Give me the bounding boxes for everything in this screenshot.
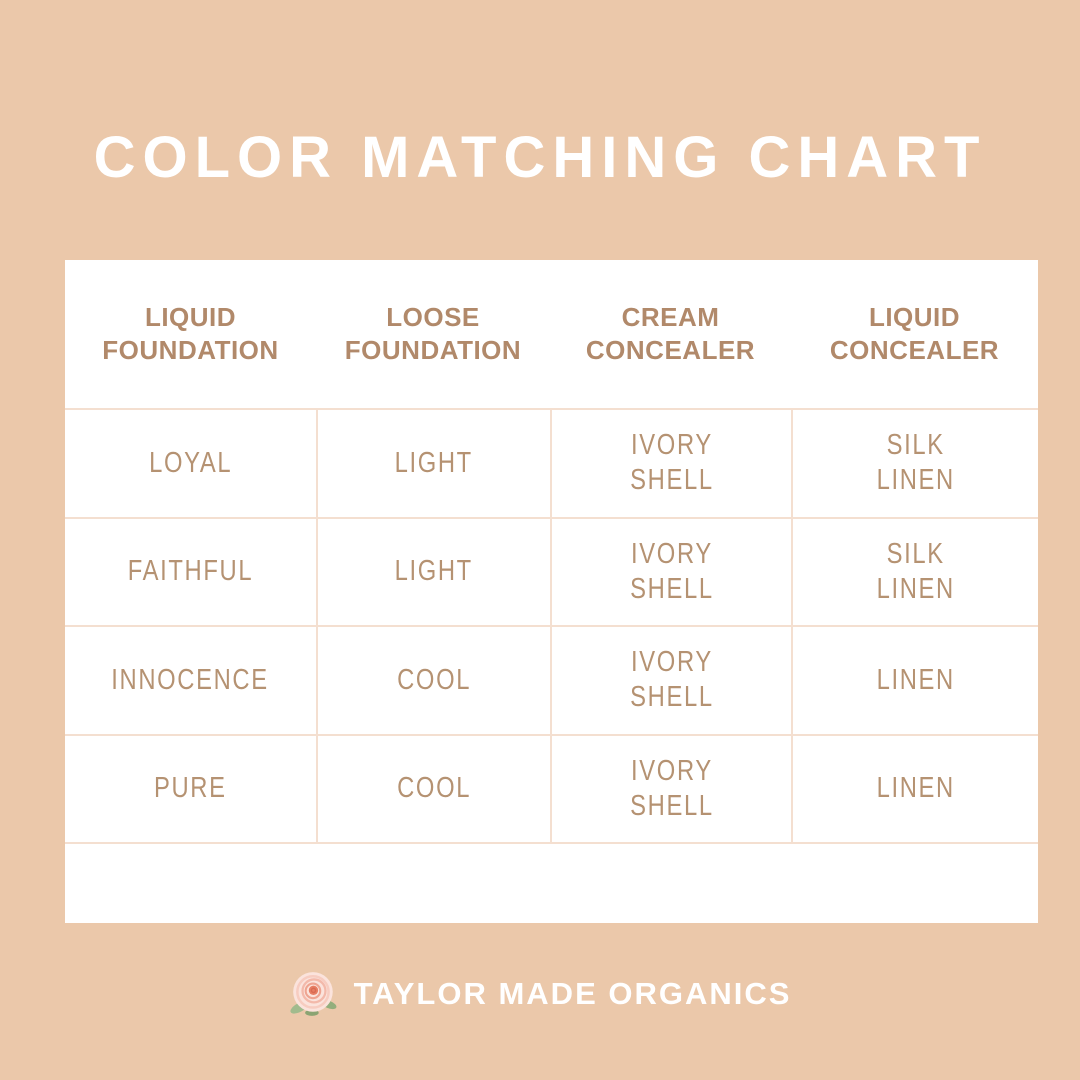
table-cell: SILK LINEN [791, 516, 1038, 625]
table-empty-row [65, 842, 1038, 923]
table-cell-text: IVORY SHELL [629, 646, 714, 714]
table-cell: LOYAL [65, 408, 316, 517]
table-cell-text: IVORY SHELL [629, 537, 714, 605]
table-cell-text: SILK LINEN [876, 537, 955, 605]
table-cell: LINEN [791, 625, 1038, 734]
table-cell: IVORY SHELL [550, 408, 791, 517]
column-header: CREAM CONCEALER [585, 302, 756, 365]
table-cell-text: INNOCENCE [111, 663, 270, 696]
rose-icon [289, 968, 339, 1020]
table-cell-text: LOYAL [148, 446, 233, 479]
table-cell-text: PURE [154, 772, 227, 805]
table-cell-text: IVORY SHELL [629, 754, 714, 822]
brand-footer: TAYLOR MADE ORGANICS [0, 966, 1080, 1022]
color-chart-table: LIQUID FOUNDATION LOOSE FOUNDATION CREAM C… [65, 260, 1038, 923]
color-chart-card: LIQUID FOUNDATION LOOSE FOUNDATION CREAM C… [65, 260, 1038, 923]
table-cell: LIGHT [316, 516, 550, 625]
table-cell: SILK LINEN [791, 408, 1038, 517]
table-cell-text: COOL [397, 772, 471, 805]
table-cell: COOL [316, 733, 550, 842]
table-cell: COOL [316, 625, 550, 734]
table-cell: IVORY SHELL [550, 625, 791, 734]
table-cell: IVORY SHELL [550, 733, 791, 842]
table-cell: LIGHT [316, 408, 550, 517]
table-cell-text: LIGHT [394, 446, 474, 479]
table-cell-text: LIGHT [394, 555, 474, 588]
table-cell-text: LINEN [876, 663, 955, 696]
table-cell-text: FAITHFUL [127, 555, 254, 588]
column-header: LIQUID CONCEALER [829, 302, 1000, 365]
table-cell-text: COOL [397, 663, 471, 696]
table-cell: PURE [65, 733, 316, 843]
brand-name: TAYLOR MADE ORGANICS [353, 976, 792, 1011]
column-header: LIQUID FOUNDATION [102, 302, 279, 365]
table-cell-text: IVORY SHELL [629, 429, 714, 497]
table-cell: LINEN [791, 733, 1038, 842]
table-cell: INNOCENCE [65, 625, 316, 734]
table-cell: FAITHFUL [65, 516, 316, 626]
column-header: LOOSE FOUNDATION [344, 302, 522, 365]
page-title: COLOR MATCHING CHART [93, 125, 987, 190]
table-cell-text: LINEN [876, 772, 955, 805]
table-cell-text: SILK LINEN [876, 429, 955, 497]
table-cell: IVORY SHELL [550, 516, 791, 625]
